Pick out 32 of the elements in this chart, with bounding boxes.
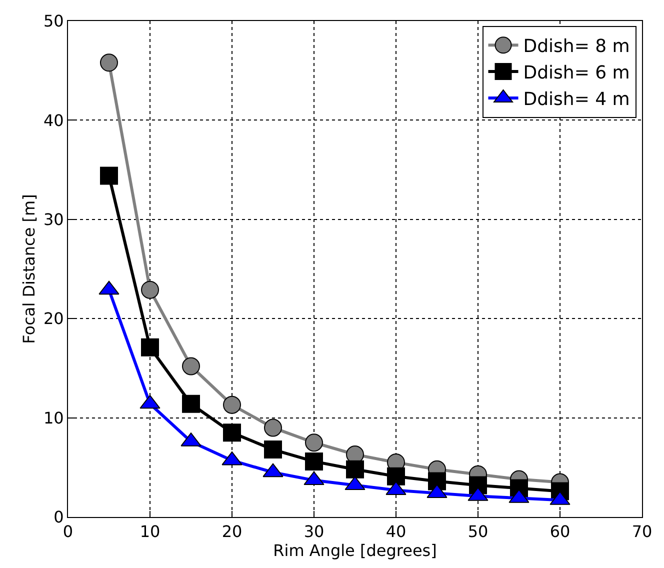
point: [100, 54, 118, 72]
y-tick-label: 10: [43, 408, 64, 428]
x-axis-title: Rim Angle [degrees]: [273, 541, 437, 560]
point: [100, 166, 118, 185]
point: [387, 467, 405, 486]
legend-label: Ddish= 8 m: [523, 36, 630, 58]
x-tick-label: 70: [632, 522, 652, 542]
point: [223, 396, 241, 414]
point: [182, 394, 200, 413]
legend-label: Ddish= 6 m: [523, 62, 630, 84]
y-tick-label: 0: [54, 508, 64, 527]
point: [346, 460, 364, 478]
point: [182, 357, 200, 376]
y-axis-title: Focal Distance [m]: [19, 194, 38, 344]
point: [264, 418, 282, 437]
point: [141, 280, 159, 299]
x-tick-label: 50: [468, 522, 488, 542]
x-tick-label: 40: [386, 522, 406, 542]
y-tick-label: 50: [43, 12, 64, 31]
point: [305, 434, 323, 452]
point: [264, 440, 282, 459]
y-tick-label: 30: [43, 210, 64, 229]
x-tick-label: 60: [550, 522, 570, 542]
x-tick-label: 20: [222, 522, 242, 542]
x-tick-label: 10: [140, 522, 160, 542]
x-tick-label: 30: [304, 522, 324, 542]
point: [141, 338, 159, 356]
point: [223, 424, 241, 442]
point: [305, 452, 323, 470]
y-tick-label: 40: [43, 110, 64, 130]
y-tick-label: 20: [43, 309, 64, 328]
legend-label: Ddish= 4 m: [523, 88, 630, 110]
